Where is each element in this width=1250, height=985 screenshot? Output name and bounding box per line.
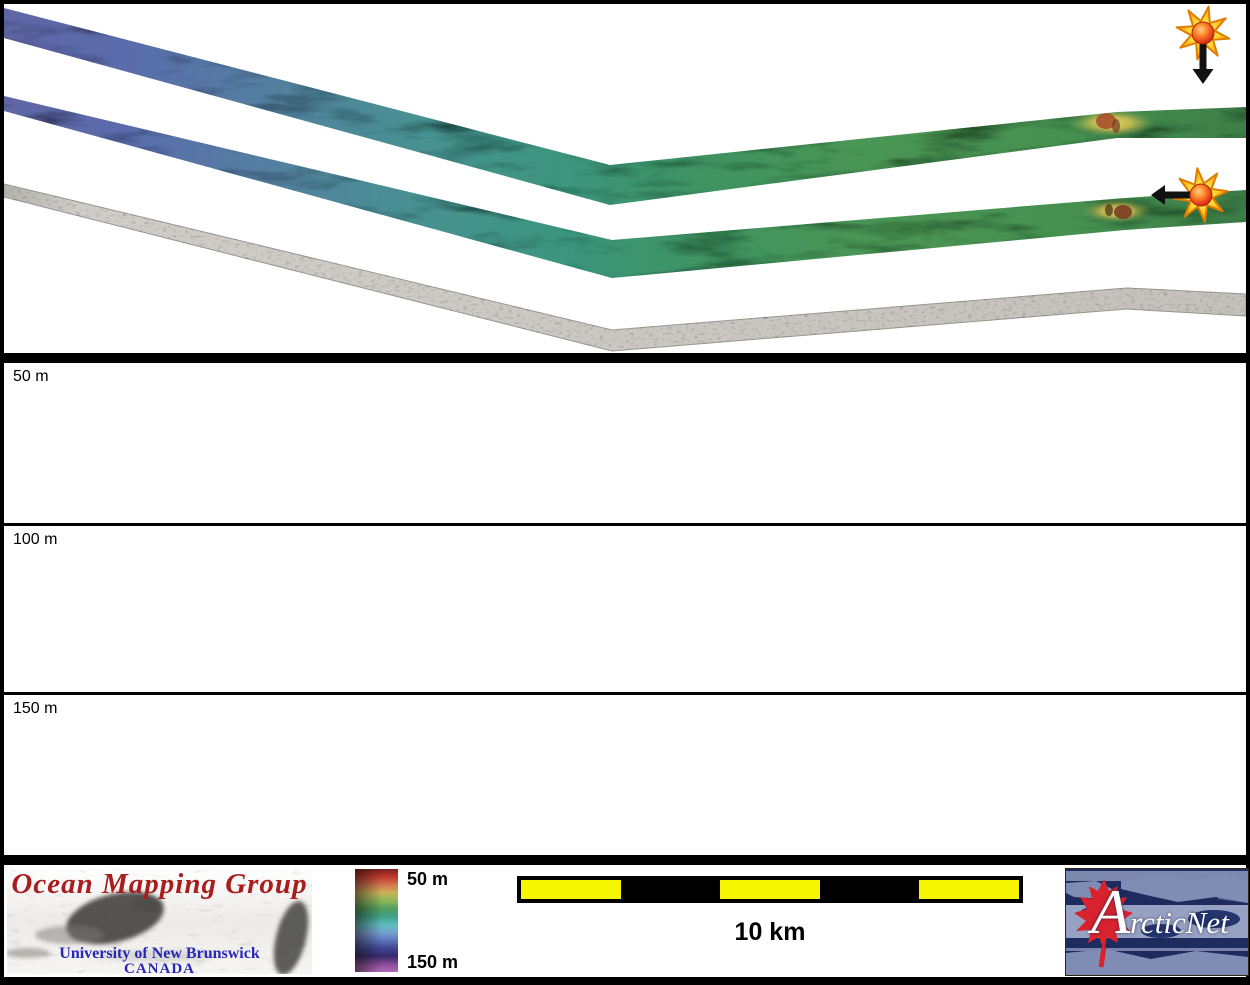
omg-logo-title: Ocean Mapping Group <box>11 868 308 900</box>
scalebar-segment <box>720 880 820 899</box>
scalebar-segment <box>919 880 1019 899</box>
arcticnet-logo: ArcticNet <box>1065 868 1249 976</box>
starburst-marker-down <box>1175 5 1231 84</box>
map-scalebar <box>517 876 1023 903</box>
swath-canvas <box>3 5 1247 352</box>
depth-panel-label: 50 m <box>13 368 49 385</box>
maple-leaf-icon <box>1074 879 1133 968</box>
bathymetry-swath-upper <box>4 8 1246 205</box>
colorbar-top-label: 50 m <box>407 869 449 889</box>
arcticnet-logo-name: ArcticNet <box>1091 876 1229 947</box>
legend-bar: Ocean Mapping Group University of New Br… <box>4 865 1249 977</box>
omg-logo-background <box>7 868 312 974</box>
scalebar-segment <box>521 880 621 899</box>
colorbar-bottom-label: 150 m <box>407 952 459 972</box>
scalebar-segment <box>620 880 721 899</box>
depth-colorbar <box>355 869 398 972</box>
bathymetry-swath-lower <box>4 96 1246 278</box>
starburst-marker-left <box>1151 167 1229 223</box>
marker-core <box>1191 21 1215 45</box>
depth-panel-label: 100 m <box>13 531 58 548</box>
seafloor-anomaly-lower <box>1081 199 1153 223</box>
omg-logo: Ocean Mapping Group University of New Br… <box>7 868 312 974</box>
marker-core <box>1189 183 1213 207</box>
arrow-left-icon <box>1151 185 1195 205</box>
omg-logo-subtitle: University of New Brunswick <box>59 945 260 962</box>
scalebar-label: 10 km <box>734 918 806 946</box>
arcticnet-logo-background <box>1066 869 1248 975</box>
depth-panel-100m: 100 m <box>4 526 1246 692</box>
swath-3d-view <box>3 4 1247 353</box>
seafloor-anomaly-upper <box>1068 109 1156 137</box>
arrow-down-icon <box>1192 39 1214 84</box>
omg-logo-country: CANADA <box>124 961 195 974</box>
depth-panel-50m: 50 m <box>4 363 1246 523</box>
depth-panel-label: 150 m <box>13 700 58 717</box>
depth-panel-150m: 150 m <box>4 695 1246 855</box>
scalebar-segment <box>819 880 920 899</box>
